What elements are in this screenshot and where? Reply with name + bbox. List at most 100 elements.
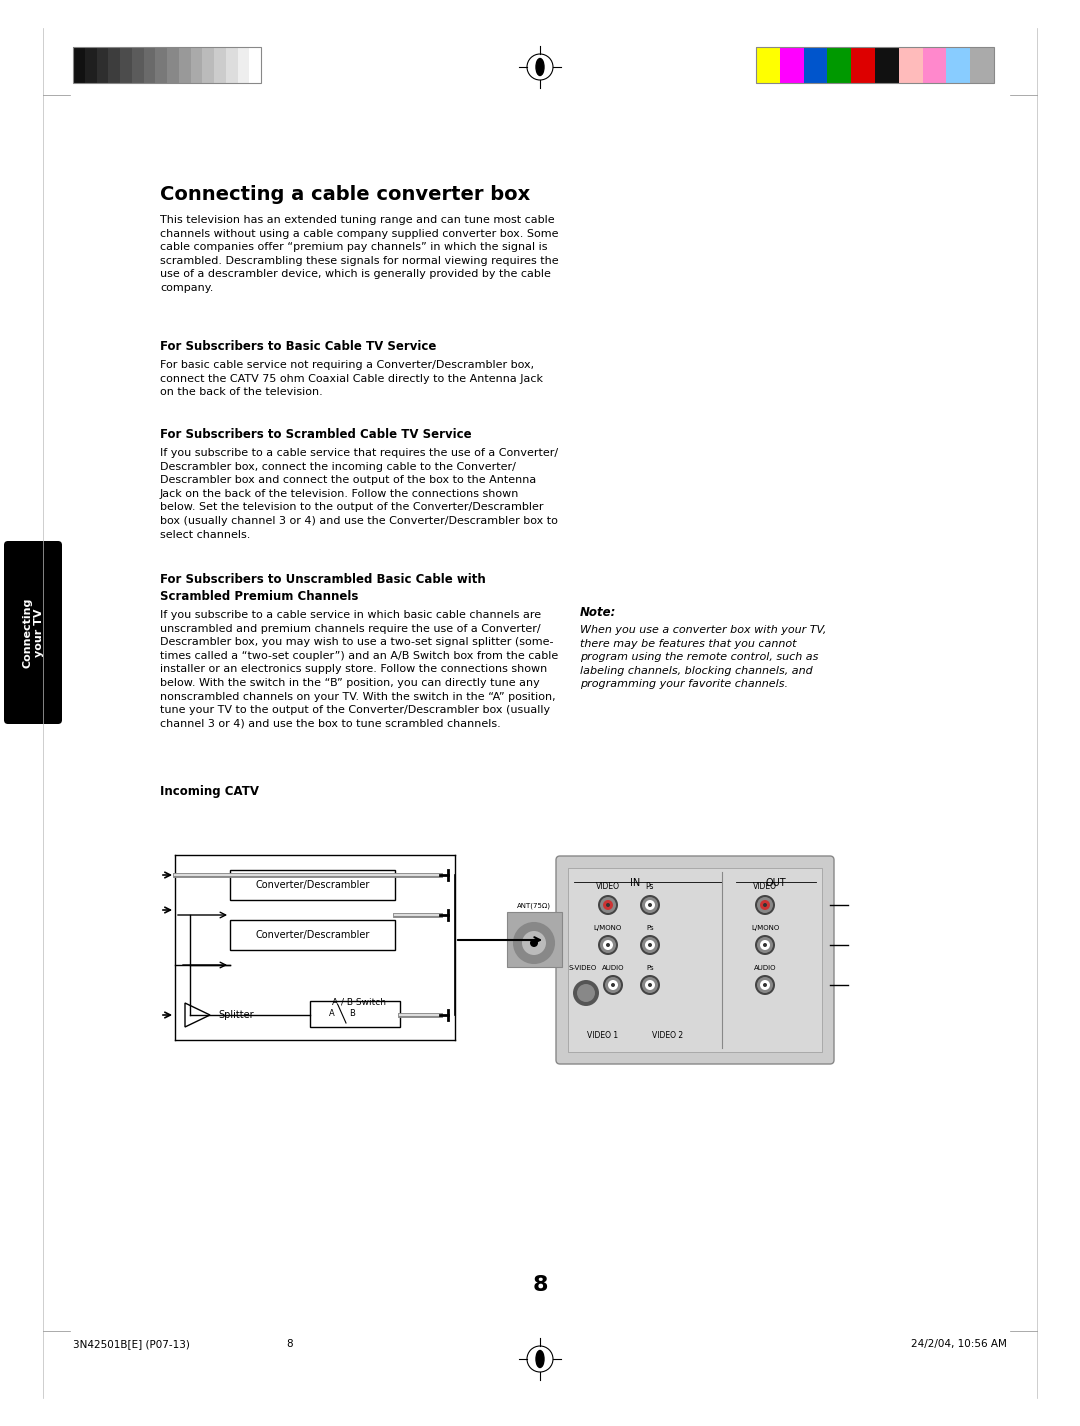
Bar (96, 47, 108, 83)
Bar (780, 47, 804, 83)
Text: AUDIO: AUDIO (754, 965, 777, 971)
Circle shape (603, 940, 613, 950)
Text: 24/2/04, 10:56 AM: 24/2/04, 10:56 AM (912, 1339, 1007, 1349)
Bar (202, 47, 214, 83)
Circle shape (577, 984, 595, 1002)
Circle shape (648, 903, 652, 907)
Text: VIDEO: VIDEO (596, 883, 620, 891)
Text: VIDEO 1: VIDEO 1 (588, 1031, 619, 1040)
Text: Splitter: Splitter (218, 1010, 254, 1020)
Text: Ps: Ps (646, 925, 653, 931)
Text: VIDEO 2: VIDEO 2 (652, 1031, 684, 1040)
Circle shape (605, 977, 621, 992)
Circle shape (755, 935, 775, 955)
Circle shape (600, 937, 616, 953)
Circle shape (755, 975, 775, 995)
Text: IN: IN (631, 878, 640, 888)
Text: L/MONO: L/MONO (751, 925, 779, 931)
Circle shape (514, 923, 554, 963)
Circle shape (648, 983, 652, 987)
Circle shape (642, 977, 658, 992)
Text: This television has an extended tuning range and can tune most cable
channels wi: This television has an extended tuning r… (160, 215, 558, 292)
Bar (230, 920, 395, 950)
Text: A: A (329, 1010, 335, 1018)
Bar (167, 47, 179, 83)
FancyBboxPatch shape (556, 856, 834, 1064)
Bar (214, 47, 226, 83)
Bar (946, 47, 970, 83)
Bar (922, 47, 946, 83)
Text: Connecting
your TV: Connecting your TV (23, 597, 44, 669)
Text: VIDEO: VIDEO (753, 883, 777, 891)
Circle shape (606, 903, 610, 907)
Text: L/MONO: L/MONO (594, 925, 622, 931)
Text: B: B (349, 1010, 355, 1018)
Text: For Subscribers to Basic Cable TV Service: For Subscribers to Basic Cable TV Servic… (160, 339, 436, 354)
Bar (120, 47, 132, 83)
Bar (179, 47, 190, 83)
Bar (230, 870, 395, 900)
Text: Note:: Note: (580, 606, 617, 619)
Circle shape (573, 980, 599, 1005)
Bar (568, 868, 822, 1052)
Circle shape (757, 937, 773, 953)
Circle shape (642, 937, 658, 953)
Text: If you subscribe to a cable service that requires the use of a Converter/
Descra: If you subscribe to a cable service that… (160, 448, 558, 539)
Text: Scrambled Premium Channels: Scrambled Premium Channels (160, 590, 359, 603)
Circle shape (606, 943, 610, 947)
Bar (851, 47, 875, 83)
Bar (310, 1001, 400, 1027)
Bar (144, 47, 156, 83)
Circle shape (598, 935, 618, 955)
Bar (899, 47, 922, 83)
Bar (73, 47, 261, 83)
Circle shape (598, 896, 618, 915)
FancyBboxPatch shape (4, 540, 62, 724)
Circle shape (760, 940, 770, 950)
Bar (108, 47, 120, 83)
Bar (156, 47, 167, 83)
Circle shape (760, 900, 770, 910)
Circle shape (608, 980, 618, 990)
Ellipse shape (536, 58, 544, 76)
Polygon shape (185, 1002, 210, 1027)
Text: 3N42501B[E] (P07-13): 3N42501B[E] (P07-13) (73, 1339, 190, 1349)
Text: 8: 8 (532, 1275, 548, 1295)
Bar (507, 913, 562, 967)
Circle shape (762, 943, 767, 947)
Text: For basic cable service not requiring a Converter/Descrambler box,
connect the C: For basic cable service not requiring a … (160, 359, 543, 398)
Bar (84, 47, 96, 83)
Bar (132, 47, 144, 83)
Circle shape (755, 896, 775, 915)
Text: For Subscribers to Scrambled Cable TV Service: For Subscribers to Scrambled Cable TV Se… (160, 428, 472, 441)
Text: Ps: Ps (646, 883, 654, 891)
Circle shape (640, 896, 660, 915)
Text: AUDIO: AUDIO (602, 965, 624, 971)
Bar (756, 47, 994, 83)
Circle shape (645, 940, 654, 950)
Bar (226, 47, 238, 83)
Bar (756, 47, 780, 83)
Circle shape (757, 897, 773, 913)
Bar (73, 47, 84, 83)
Circle shape (640, 975, 660, 995)
Text: Incoming CATV: Incoming CATV (160, 784, 259, 799)
Circle shape (600, 897, 616, 913)
Circle shape (762, 903, 767, 907)
Bar (970, 47, 994, 83)
Circle shape (760, 980, 770, 990)
Circle shape (611, 983, 615, 987)
Bar (238, 47, 249, 83)
Circle shape (640, 935, 660, 955)
Circle shape (522, 931, 546, 955)
Circle shape (603, 975, 623, 995)
Ellipse shape (536, 1350, 544, 1368)
Bar (190, 47, 202, 83)
Text: Converter/Descrambler: Converter/Descrambler (255, 880, 369, 890)
Text: For Subscribers to Unscrambled Basic Cable with: For Subscribers to Unscrambled Basic Cab… (160, 573, 486, 586)
Text: When you use a converter box with your TV,
there may be features that you cannot: When you use a converter box with your T… (580, 625, 826, 689)
Circle shape (762, 983, 767, 987)
Text: OUT: OUT (766, 878, 786, 888)
Bar (804, 47, 827, 83)
Text: 8: 8 (286, 1339, 294, 1349)
